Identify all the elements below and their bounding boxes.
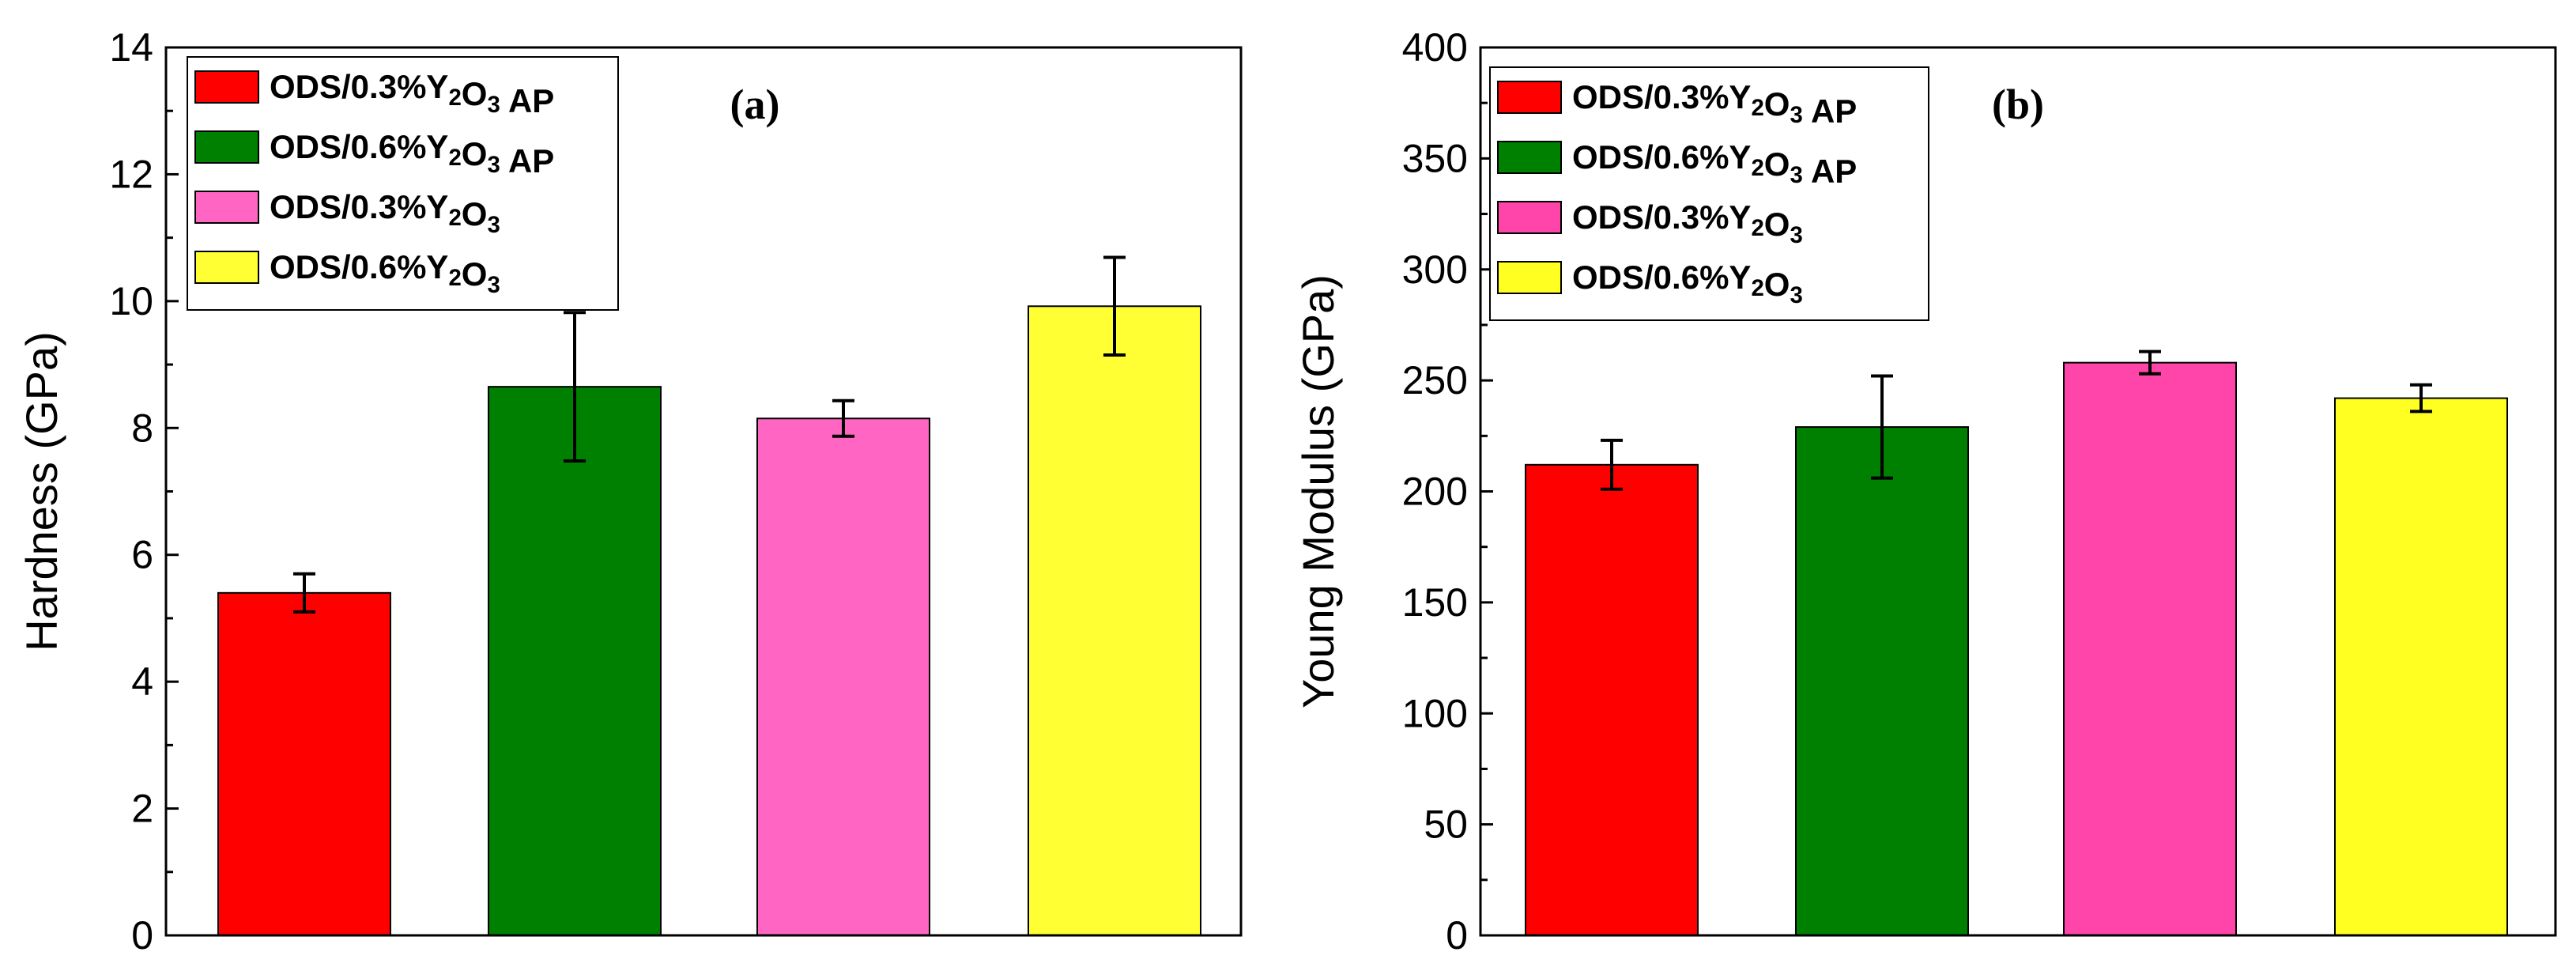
legend-swatch <box>1497 81 1562 114</box>
legend-label: ODS/0.6%Y2O3 AP <box>270 128 554 179</box>
y-tick-label: 14 <box>109 25 153 70</box>
bar <box>2334 397 2508 936</box>
y-axis-label: Hardness (GPa) <box>17 331 66 652</box>
y-tick-label: 200 <box>1402 470 1468 514</box>
y-tick-label: 100 <box>1402 691 1468 735</box>
y-tick-label: 300 <box>1402 247 1468 292</box>
panel-label: (b) <box>1992 81 2044 128</box>
legend-label: ODS/0.3%Y2O3 <box>270 188 500 238</box>
legend-swatch <box>1497 201 1562 234</box>
legend-label: ODS/0.6%Y2O3 AP <box>1572 138 1857 190</box>
legend-swatch <box>1497 261 1562 294</box>
chart-panel-a: 0 2 4 6 8 10 12 14 Hardness (GPa) (a) ODS/0.3%Y2O3… <box>17 25 1243 958</box>
y-tick-label: 150 <box>1402 580 1468 625</box>
legend-label: ODS/0.3%Y2O3 AP <box>1572 78 1857 130</box>
y-tick-label: 12 <box>109 152 153 196</box>
legend-label: ODS/0.3%Y2O3 AP <box>270 68 554 119</box>
y-tick-label: 0 <box>131 913 153 958</box>
legend-swatch <box>194 70 259 104</box>
y-tick-label: 4 <box>131 659 153 704</box>
y-tick-label: 50 <box>1424 803 1468 847</box>
legend-box <box>1489 66 1929 321</box>
chart-panel-b: 0 50 100 150 200 250 300 350 400 Young Modulus (G… <box>1293 25 2557 958</box>
y-tick-label: 6 <box>131 533 153 577</box>
bar <box>1795 426 1969 936</box>
legend-label: ODS/0.6%Y2O3 <box>1572 259 1803 308</box>
legend-label: ODS/0.6%Y2O3 <box>270 248 500 298</box>
legend-label: ODS/0.3%Y2O3 <box>1572 198 1803 248</box>
y-tick-label: 0 <box>1446 913 1468 958</box>
bar <box>2063 361 2237 937</box>
legend: ODS/0.3%Y2O3 AP ODS/0.6%Y2O3 AP ODS/0.3%Y2… <box>187 56 619 311</box>
panel-label: (a) <box>730 81 780 128</box>
bar <box>1525 463 1699 936</box>
y-tick-label: 8 <box>131 406 153 450</box>
y-tick-label: 400 <box>1402 25 1468 70</box>
legend-swatch <box>194 130 259 164</box>
legend-swatch <box>194 251 259 284</box>
y-tick-label: 250 <box>1402 358 1468 402</box>
legend-swatch <box>194 191 259 224</box>
bar <box>1028 305 1201 936</box>
y-tick-label: 350 <box>1402 136 1468 180</box>
bar <box>756 417 930 936</box>
legend-swatch <box>1497 141 1562 174</box>
bar <box>488 386 662 936</box>
y-axis-label: Young Modulus (GPa) <box>1293 274 1343 708</box>
y-tick-label: 2 <box>131 787 153 831</box>
y-tick-label: 10 <box>109 279 153 323</box>
legend: ODS/0.3%Y2O3 AP ODS/0.6%Y2O3 AP ODS/0.3%Y2… <box>1489 66 1929 321</box>
bar <box>217 591 391 936</box>
